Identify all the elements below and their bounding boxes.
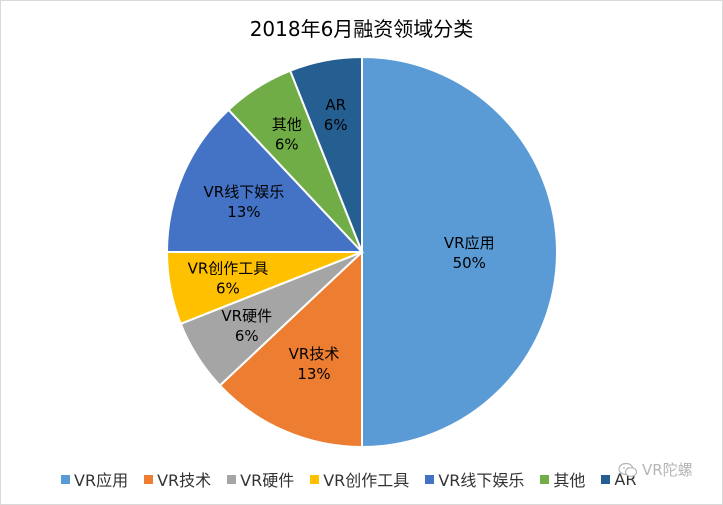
slice-value-label: 13%	[227, 203, 260, 221]
legend-item: VR技术	[144, 467, 211, 491]
legend-label: VR应用	[74, 471, 129, 490]
legend-swatch	[425, 474, 435, 484]
legend-label: 其他	[553, 471, 586, 490]
slice-category-label: VR线下娱乐	[204, 183, 285, 201]
legend-label: VR技术	[157, 471, 212, 490]
pie-slice	[165, 108, 365, 253]
pie-slice	[218, 249, 363, 449]
legend-swatch	[61, 474, 70, 484]
slice-category-label: VR技术	[289, 345, 340, 363]
slice-category-label: VR应用	[444, 234, 495, 252]
legend-label: VR创作工具	[323, 471, 410, 490]
slice-value-label: 6%	[216, 280, 240, 298]
legend-item: VR应用	[61, 467, 128, 491]
legend-swatch	[540, 474, 550, 484]
legend-swatch	[601, 474, 611, 484]
pie-slice	[361, 55, 558, 449]
legend-label: VR硬件	[240, 471, 295, 490]
slice-value-label: 50%	[453, 254, 486, 272]
slice-value-label: 6%	[324, 116, 348, 134]
slice-category-label: VR创作工具	[188, 260, 269, 278]
legend-item: VR硬件	[227, 467, 294, 491]
legend-swatch	[144, 474, 154, 484]
pie-slice	[288, 55, 363, 253]
slice-category-label: 其他	[272, 115, 302, 133]
watermark: VR陀螺	[618, 459, 693, 480]
slice-category-label: AR	[325, 96, 346, 114]
slice-value-label: 13%	[297, 365, 330, 383]
legend-label: VR线下娱乐	[438, 471, 525, 490]
legend-swatch	[310, 474, 320, 484]
chart-legend: VR应用 VR技术 VR硬件 VR创作工具 VR线下娱乐 其他 AR	[61, 467, 636, 491]
watermark-text: VR陀螺	[642, 461, 693, 479]
wechat-icon	[618, 462, 638, 477]
slice-category-label: VR硬件	[221, 307, 272, 325]
legend-item: VR创作工具	[310, 467, 409, 491]
legend-item: 其他	[540, 467, 585, 491]
slice-value-label: 6%	[235, 327, 259, 345]
legend-swatch	[227, 474, 237, 484]
slice-value-label: 6%	[275, 135, 299, 153]
chart-title: 2018年6月融资领域分类	[249, 17, 474, 41]
legend-item: VR线下娱乐	[425, 467, 524, 491]
